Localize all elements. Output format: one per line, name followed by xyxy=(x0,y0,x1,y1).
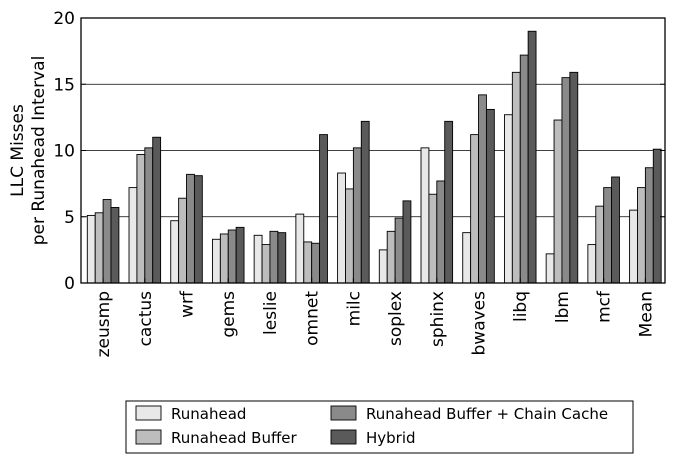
bar-soplex-runahead-buffer-chain-cache xyxy=(394,217,404,284)
bar-omnet-runahead xyxy=(295,213,305,284)
bar-wrf-runahead xyxy=(170,220,180,284)
bar-mcf-runahead xyxy=(587,244,597,284)
bar-sphinx-hybrid xyxy=(444,120,454,284)
x-tick-label: gems xyxy=(219,291,239,338)
bar-milc-runahead-buffer-chain-cache xyxy=(352,147,362,284)
legend-swatch xyxy=(135,405,162,421)
bar-cactus-runahead-buffer xyxy=(136,154,146,284)
bar-zeusmp-runahead xyxy=(86,214,96,284)
y-tick-label: 5 xyxy=(64,208,75,228)
bar-milc-runahead xyxy=(337,172,346,284)
bar-bwaves-runahead xyxy=(462,232,472,284)
bar-lbm-runahead-buffer-chain-cache xyxy=(561,77,571,284)
legend-swatch xyxy=(330,405,357,421)
bar-libq-runahead xyxy=(503,114,513,284)
legend: Runahead Runahead Buffer Runahead Buffer +… xyxy=(125,400,634,454)
bar-soplex-hybrid xyxy=(402,200,412,284)
bar-zeusmp-runahead-buffer xyxy=(94,212,104,284)
bar-wrf-runahead-buffer-chain-cache xyxy=(186,173,195,284)
bar-omnet-runahead-buffer-chain-cache xyxy=(311,242,321,284)
x-tick-label: bwaves xyxy=(470,291,490,356)
bar-leslie-runahead-buffer xyxy=(261,244,271,284)
bar-leslie-runahead xyxy=(253,234,263,284)
x-tick-label: cactus xyxy=(136,291,156,347)
legend-box xyxy=(125,400,634,454)
bar-bwaves-runahead-buffer xyxy=(470,134,479,284)
x-axis: zeusmp cactus wrf gems leslie omnet milc soplex… xyxy=(94,278,656,357)
bar-leslie-hybrid xyxy=(277,232,287,284)
x-tick-label: omnet xyxy=(303,291,323,346)
x-tick-label: soplex xyxy=(386,291,406,346)
bar-gems-runahead-buffer xyxy=(219,233,229,284)
y-axis-label-line1: LLC Misses xyxy=(8,104,28,197)
bar-lbm-runahead xyxy=(545,253,555,284)
bar-soplex-runahead xyxy=(378,249,388,284)
bar-libq-runahead-buffer-chain-cache xyxy=(519,54,529,284)
x-tick-label: wrf xyxy=(178,290,198,318)
bar-zeusmp-hybrid xyxy=(110,207,120,284)
bar-sphinx-runahead xyxy=(420,147,430,284)
bar-milc-hybrid xyxy=(360,120,370,284)
legend-swatch xyxy=(135,429,162,445)
y-axis: 0 5 10 15 20 xyxy=(53,9,665,294)
bar-lbm-runahead-buffer xyxy=(553,119,563,284)
x-tick-label: lbm xyxy=(553,291,573,323)
bar-sphinx-runahead-buffer-chain-cache xyxy=(436,180,446,284)
x-tick-label: mcf xyxy=(595,290,615,323)
y-tick-label: 0 xyxy=(64,274,75,294)
y-tick-label: 15 xyxy=(53,75,75,95)
legend-label: Runahead Buffer + Chain Cache xyxy=(366,405,608,423)
x-tick-label: libq xyxy=(511,291,531,322)
bar-gems-runahead xyxy=(211,238,221,284)
bar-zeusmp-runahead-buffer-chain-cache xyxy=(102,199,112,284)
legend-swatch xyxy=(330,429,357,445)
bar-mcf-runahead-buffer xyxy=(595,205,605,284)
bar-mean-runahead-buffer-chain-cache xyxy=(644,167,654,284)
bar-wrf-hybrid xyxy=(193,175,203,284)
legend-label: Hybrid xyxy=(366,429,416,447)
bar-mean-runahead xyxy=(629,209,638,284)
bar-milc-runahead-buffer xyxy=(345,188,354,284)
bar-leslie-runahead-buffer-chain-cache xyxy=(269,230,279,284)
legend-label: Runahead xyxy=(171,405,246,423)
y-axis-label-line2: per Runahead Interval xyxy=(29,56,49,246)
x-tick-label: Mean xyxy=(636,291,656,337)
bar-gems-runahead-buffer-chain-cache xyxy=(227,229,237,284)
bar-cactus-runahead xyxy=(128,187,138,284)
bar-bwaves-runahead-buffer-chain-cache xyxy=(478,94,487,284)
x-tick-label: milc xyxy=(344,291,364,326)
y-tick-label: 10 xyxy=(53,142,75,162)
bar-libq-runahead-buffer xyxy=(511,71,521,284)
bar-cactus-hybrid xyxy=(152,136,162,284)
bar-gems-hybrid xyxy=(235,226,245,284)
bar-cactus-runahead-buffer-chain-cache xyxy=(144,147,154,284)
legend-label: Runahead Buffer xyxy=(171,429,298,447)
bar-bwaves-hybrid xyxy=(485,108,495,284)
bar-mean-hybrid xyxy=(652,148,662,284)
x-tick-label: zeusmp xyxy=(94,291,114,357)
y-tick-label: 20 xyxy=(53,9,75,29)
bar-libq-hybrid xyxy=(527,30,537,284)
bar-omnet-runahead-buffer xyxy=(303,241,313,284)
x-tick-label: sphinx xyxy=(428,291,448,347)
bar-mean-runahead-buffer xyxy=(637,187,646,284)
bar-soplex-runahead-buffer xyxy=(386,230,396,284)
bar-sphinx-runahead-buffer xyxy=(428,193,438,284)
bar-mcf-runahead-buffer-chain-cache xyxy=(603,187,613,284)
bar-wrf-runahead-buffer xyxy=(178,197,187,284)
bar-lbm-hybrid xyxy=(569,71,579,284)
x-tick-label: leslie xyxy=(261,291,281,335)
bar-mcf-hybrid xyxy=(611,176,620,284)
bar-omnet-hybrid xyxy=(319,134,328,284)
bars-group xyxy=(86,30,662,284)
